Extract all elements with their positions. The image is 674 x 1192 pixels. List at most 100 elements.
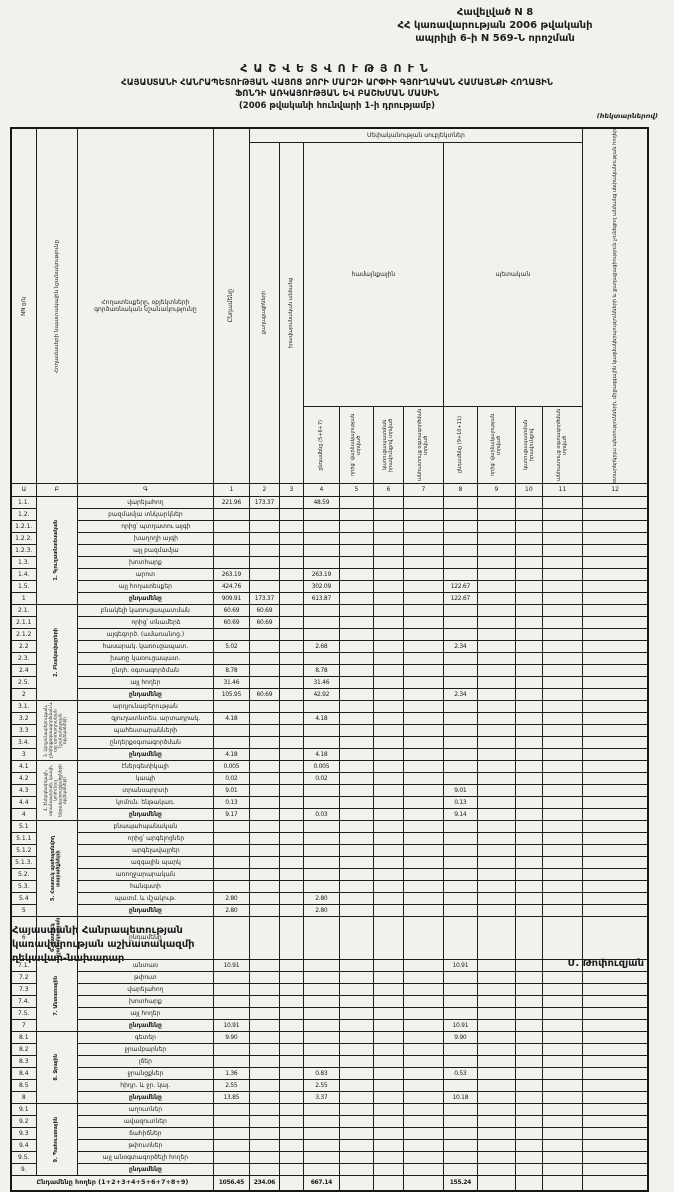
value-cell [278, 1018, 304, 1032]
value-cell: 9.14 [442, 807, 478, 821]
value-cell [278, 891, 304, 905]
value-cell [476, 735, 516, 749]
header-landtype: Հողատեսքերը, օբյեկտների գործառնական նշան… [76, 127, 214, 484]
value-cell [442, 915, 478, 960]
value-cell [514, 1114, 543, 1128]
landtype-label: ընդամենը [76, 687, 214, 701]
value-cell [541, 891, 583, 905]
table-row: 1.3. խոտհարք [10, 555, 649, 569]
value-cell [514, 819, 543, 833]
colnum-3: 3 [278, 482, 304, 497]
colnum-11: 11 [541, 482, 583, 497]
value-cell [541, 591, 583, 605]
row-id: 1.2.3. [10, 543, 37, 557]
value-cell [278, 819, 304, 833]
value-cell: 2.34 [442, 639, 478, 653]
value-cell [514, 855, 543, 869]
value-cell [278, 1090, 304, 1104]
value-cell [212, 735, 250, 749]
value-cell [248, 843, 280, 857]
value-cell: 4.18 [212, 747, 250, 761]
value-cell [338, 867, 374, 881]
value-cell [372, 903, 404, 917]
landtype-label: ազգային պարկ [76, 855, 214, 869]
value-cell [476, 819, 516, 833]
value-cell [372, 867, 404, 881]
row-id: 3 [10, 747, 37, 761]
value-cell [278, 1054, 304, 1068]
value-cell [248, 579, 280, 593]
value-cell [442, 519, 478, 533]
value-cell [402, 663, 444, 677]
report-title: ՀԱՇՎԵՏՎՈՒԹՅՈՒՆ [240, 62, 434, 75]
report-subtitle-1: ՀԱՅԱՍՏԱՆԻ ՀԱՆՐԱՊԵՏՈՒԹՅԱՆ ՎԱՅՈՑ ՁՈՐԻ ՄԱՐԶ… [121, 78, 553, 88]
value-cell [248, 699, 280, 713]
value-cell [278, 567, 304, 581]
row-id: 9.2 [10, 1114, 37, 1128]
value-cell [442, 651, 478, 665]
value-cell [402, 903, 444, 917]
value-cell [278, 531, 304, 545]
value-cell [581, 1162, 649, 1176]
value-cell: 60.69 [212, 603, 250, 617]
value-cell: 60.69 [248, 615, 280, 629]
value-cell [476, 675, 516, 689]
value-cell [541, 723, 583, 737]
value-cell [338, 1090, 374, 1104]
value-cell [541, 579, 583, 593]
landtype-label: տրանսպորտի [76, 783, 214, 797]
value-cell [372, 663, 404, 677]
value-cell [442, 675, 478, 689]
table-row: 8.2 ջրամբարներ [10, 1042, 649, 1056]
value-cell [372, 970, 404, 984]
value-cell [248, 958, 280, 972]
value-cell: 9.01 [212, 783, 250, 797]
value-cell [248, 639, 280, 653]
value-cell [302, 555, 340, 569]
value-cell [476, 699, 516, 713]
value-cell [372, 579, 404, 593]
value-cell [278, 1162, 304, 1176]
value-cell [302, 507, 340, 521]
value-cell [212, 1042, 250, 1056]
value-cell [402, 843, 444, 857]
row-id: 1.4. [10, 567, 37, 581]
value-cell [248, 807, 280, 821]
table-row: 5 ընդամենը 2.80 2.80 [10, 903, 649, 917]
value-cell [514, 675, 543, 689]
value-cell [514, 994, 543, 1008]
value-cell [372, 507, 404, 521]
row-id: 7.2 [10, 970, 37, 984]
value-cell [402, 579, 444, 593]
value-cell [278, 675, 304, 689]
landtype-label: ավազուտներ [76, 1114, 214, 1128]
row-id: 4.4 [10, 795, 37, 809]
footer-line-2: կառավարության աշխատակազմի [12, 939, 195, 950]
landtype-label: վարելահող [76, 495, 214, 509]
value-cell [476, 1054, 516, 1068]
value-cell [581, 1078, 649, 1092]
land-balance-table: NN ը/կ Հողամասերի նպատակային նշանակությո… [10, 127, 650, 1192]
value-cell [476, 1090, 516, 1104]
table-row: 1.4. արոտ 263.19 263.19 [10, 567, 649, 581]
value-cell [402, 639, 444, 653]
value-cell [372, 615, 404, 629]
value-cell [212, 970, 250, 984]
value-cell [278, 970, 304, 984]
value-cell [278, 723, 304, 737]
value-cell [248, 867, 280, 881]
value-cell [514, 735, 543, 749]
value-cell [476, 555, 516, 569]
value-cell [278, 627, 304, 641]
table-row: 7.3 վարելահող [10, 982, 649, 996]
value-cell [248, 783, 280, 797]
value-cell [514, 711, 543, 725]
value-cell [541, 663, 583, 677]
value-cell [402, 891, 444, 905]
value-cell [372, 711, 404, 725]
value-cell [338, 1102, 374, 1116]
value-cell [338, 699, 374, 713]
value-cell: 10.91 [212, 958, 250, 972]
table-row: 8.1 8. Ջրային գետեր 9.90 9.90 [10, 1030, 649, 1104]
value-cell [442, 1102, 478, 1116]
